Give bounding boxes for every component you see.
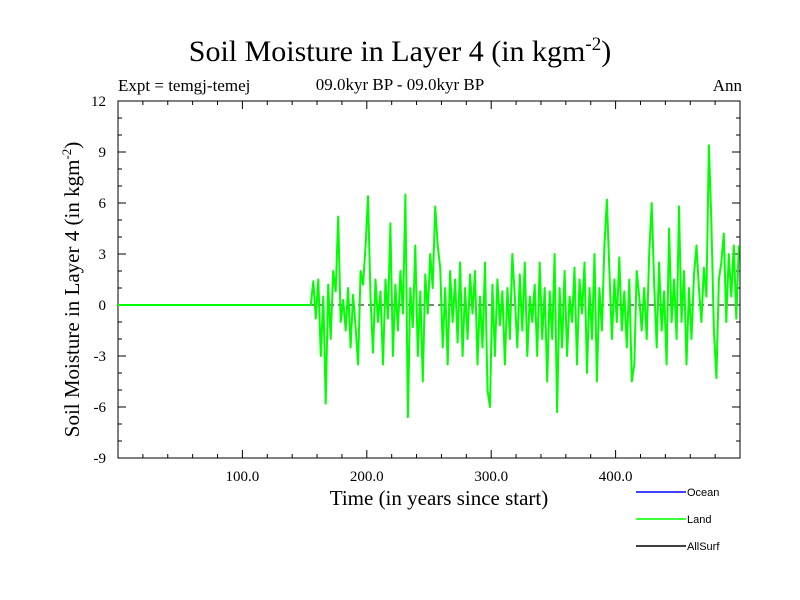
- y-tick-label: 12: [91, 94, 106, 110]
- x-axis-label: Time (in years since start): [330, 486, 549, 510]
- x-tick-label: 100.0: [226, 469, 260, 485]
- y-tick-label: -3: [94, 349, 107, 365]
- y-tick-label: 9: [99, 145, 107, 161]
- season-label: Ann: [712, 76, 742, 95]
- plot-frame: [117, 100, 741, 459]
- y-tick-label: -9: [94, 451, 107, 467]
- chart-subtitle: 09.0kyr BP - 09.0kyr BP: [315, 75, 485, 94]
- chart-title: Soil Moisture in Layer 4 (in kgm-2): [0, 34, 800, 69]
- y-tick-label: 0: [99, 298, 107, 314]
- legend-label-allsurf: AllSurf: [687, 541, 720, 553]
- y-tick-label: -6: [94, 400, 107, 416]
- y-axis-label-superscript: -2: [59, 149, 74, 160]
- chart-title-end: ): [601, 35, 612, 68]
- legend-label-land: Land: [687, 514, 711, 526]
- chart-title-text: Soil Moisture in Layer 4 (in kgm: [188, 35, 586, 68]
- legend-label-ocean: Ocean: [687, 487, 719, 499]
- chart-title-superscript: -2: [585, 34, 602, 55]
- y-axis-label-end: ): [60, 142, 84, 149]
- x-tick-label: 400.0: [599, 469, 633, 485]
- x-tick-label: 300.0: [474, 469, 508, 485]
- y-tick-label: 3: [99, 247, 107, 263]
- x-tick-label: 200.0: [350, 469, 384, 485]
- y-axis-label-text: Soil Moisture in Layer 4 (in kgm: [60, 160, 84, 438]
- experiment-label: Expt = temgj-temej: [118, 76, 251, 95]
- y-tick-label: 6: [99, 196, 107, 212]
- y-axis-label: Soil Moisture in Layer 4 (in kgm-2): [59, 142, 84, 437]
- series-line-land: [118, 144, 740, 419]
